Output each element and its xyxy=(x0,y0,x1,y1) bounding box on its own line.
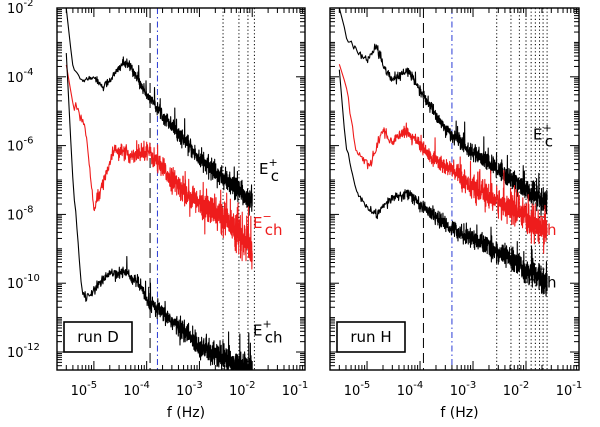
x-tick-label: 10-3 xyxy=(450,380,477,399)
x-tick-label: 10-5 xyxy=(344,380,371,399)
x-tick-label: 10-4 xyxy=(397,380,424,399)
y-tick-label: 10-4 xyxy=(7,67,34,86)
series-line-e-ch- xyxy=(65,53,253,370)
y-tick-label: 10-8 xyxy=(7,204,34,223)
series-group xyxy=(65,8,253,370)
x-axis-label: f (Hz) xyxy=(440,405,478,421)
series-label-e-c-: E+ c xyxy=(259,156,279,185)
run-label: run H xyxy=(350,328,391,346)
series-line-e-c- xyxy=(65,8,253,216)
plot-frame xyxy=(329,7,580,371)
left-panel: 10-5 10-4 10-3 10-2 10-1 10-2 10-4 10-6 10-8 10-1… xyxy=(7,0,308,421)
series-line-e-ch- xyxy=(338,64,548,254)
series-group xyxy=(338,8,548,297)
x-axis-label: f (Hz) xyxy=(167,405,205,421)
series-line-e-ch- xyxy=(65,64,253,270)
series-label-e-c-: E+ c xyxy=(533,122,553,151)
run-label-box xyxy=(63,321,133,353)
y-tick-label: 10-10 xyxy=(7,273,40,292)
y-tick-label: 10-2 xyxy=(7,0,34,17)
x-tick-label: 10-5 xyxy=(71,380,98,399)
series-label-e-ch-: E− ch xyxy=(253,210,282,239)
x-tick-label: 10-2 xyxy=(229,380,256,399)
y-tick-label: 10-6 xyxy=(7,136,34,155)
x-tick-label: 10-1 xyxy=(282,380,309,399)
series-label-e-ch-: E+ ch xyxy=(527,262,556,291)
run-label: run D xyxy=(77,328,119,346)
y-tick-label: 10-12 xyxy=(7,342,40,361)
right-panel: 10-5 10-4 10-3 10-2 10-1 f (Hz) E+ c E− ch E+ ch run… xyxy=(329,7,583,421)
series-line-e-c- xyxy=(338,8,548,219)
run-label-box xyxy=(336,321,406,353)
plot-frame xyxy=(56,7,306,371)
series-label-e-ch-: E− ch xyxy=(527,210,556,239)
x-tick-label: 10-2 xyxy=(503,380,530,399)
x-tick-label: 10-3 xyxy=(176,380,203,399)
series-line-e-ch- xyxy=(338,69,548,297)
series-label-e-ch-: E+ ch xyxy=(253,318,282,347)
x-tick-label: 10-4 xyxy=(123,380,150,399)
x-tick-label: 10-1 xyxy=(556,380,583,399)
